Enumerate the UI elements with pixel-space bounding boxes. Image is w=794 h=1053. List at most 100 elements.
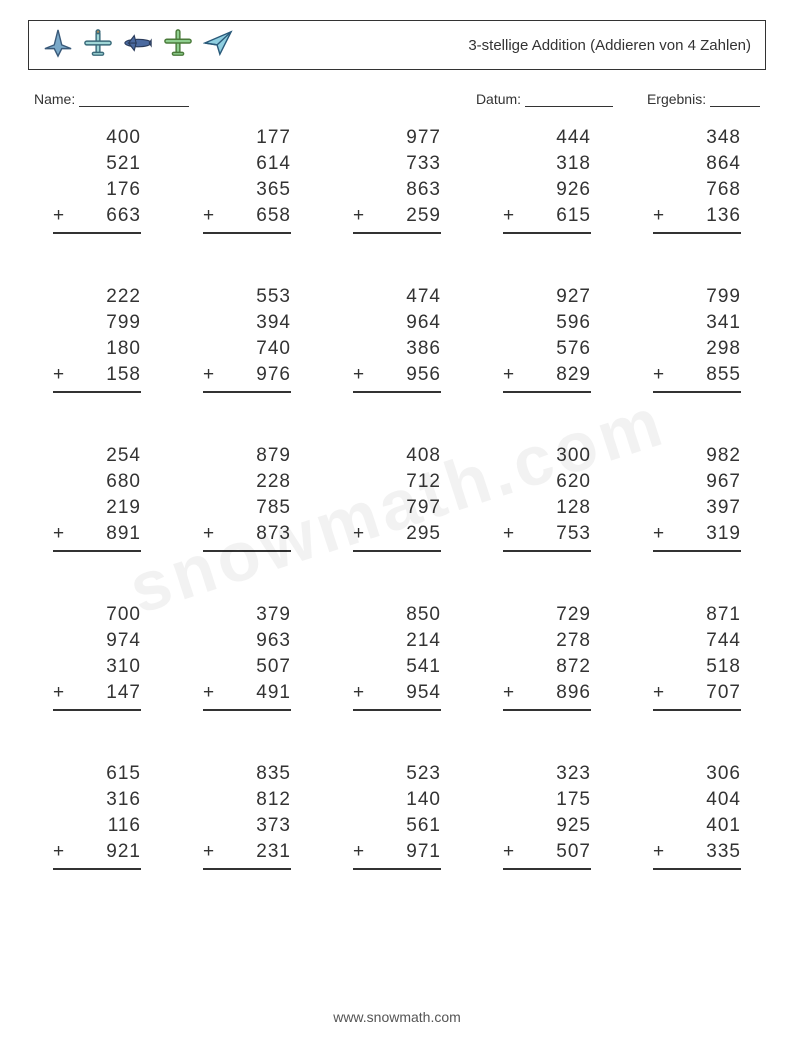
operator: + <box>503 839 515 865</box>
addend-last: +753 <box>503 521 591 552</box>
addend: 316 <box>53 787 141 813</box>
addition-problem: 729278872+896 <box>503 602 591 713</box>
addend: 386 <box>353 336 441 362</box>
addend: 835 <box>203 761 291 787</box>
operator: + <box>653 362 665 388</box>
addition-problem: 553394740+976 <box>203 284 291 395</box>
addend: 614 <box>203 151 291 177</box>
addend: 408 <box>353 443 441 469</box>
addend: 373 <box>203 813 291 839</box>
addend: 553 <box>203 284 291 310</box>
addend-last: +896 <box>503 680 591 711</box>
addend: 116 <box>53 813 141 839</box>
addend: 401 <box>653 813 741 839</box>
addend: 521 <box>53 151 141 177</box>
problem-grid: 400521176+663177614365+658977733863+2594… <box>52 125 742 872</box>
addend-last: +663 <box>53 203 141 234</box>
addend: 785 <box>203 495 291 521</box>
addend-last: +873 <box>203 521 291 552</box>
date-label: Datum: <box>476 90 613 107</box>
header-box: 3-stellige Addition (Addieren von 4 Zahl… <box>28 20 766 70</box>
addend-last: +295 <box>353 521 441 552</box>
addend-last: +971 <box>353 839 441 870</box>
addition-problem: 871744518+707 <box>653 602 741 713</box>
addend-last: +615 <box>503 203 591 234</box>
addition-problem: 523140561+971 <box>353 761 441 872</box>
addend: 799 <box>53 310 141 336</box>
addend: 228 <box>203 469 291 495</box>
addend: 871 <box>653 602 741 628</box>
addend-last: +491 <box>203 680 291 711</box>
addend-last: +855 <box>653 362 741 393</box>
addend: 744 <box>653 628 741 654</box>
addend-last: +231 <box>203 839 291 870</box>
star-plane-icon <box>43 28 73 63</box>
addend: 341 <box>653 310 741 336</box>
addend: 863 <box>353 177 441 203</box>
addend: 310 <box>53 654 141 680</box>
operator: + <box>353 521 365 547</box>
operator: + <box>203 362 215 388</box>
addition-problem: 982967397+319 <box>653 443 741 554</box>
addend: 298 <box>653 336 741 362</box>
addition-problem: 300620128+753 <box>503 443 591 554</box>
addend-last: +319 <box>653 521 741 552</box>
addend-last: +147 <box>53 680 141 711</box>
name-label: Name: <box>34 90 189 107</box>
addend: 812 <box>203 787 291 813</box>
addend: 561 <box>353 813 441 839</box>
operator: + <box>653 839 665 865</box>
addend: 278 <box>503 628 591 654</box>
operator: + <box>203 203 215 229</box>
addend: 596 <box>503 310 591 336</box>
addend: 306 <box>653 761 741 787</box>
addend: 963 <box>203 628 291 654</box>
addend: 967 <box>653 469 741 495</box>
addition-problem: 254680219+891 <box>53 443 141 554</box>
addend: 254 <box>53 443 141 469</box>
addend: 541 <box>353 654 441 680</box>
operator: + <box>53 680 65 706</box>
operator: + <box>53 203 65 229</box>
addition-problem: 177614365+658 <box>203 125 291 236</box>
addition-problem: 474964386+956 <box>353 284 441 395</box>
addend: 140 <box>353 787 441 813</box>
addend: 733 <box>353 151 441 177</box>
addend-last: +829 <box>503 362 591 393</box>
addend: 680 <box>53 469 141 495</box>
addend-last: +891 <box>53 521 141 552</box>
addend: 518 <box>653 654 741 680</box>
propeller-plane-icon <box>83 28 113 63</box>
addend: 982 <box>653 443 741 469</box>
operator: + <box>53 839 65 865</box>
name-blank[interactable] <box>79 90 189 107</box>
icon-row <box>43 28 233 63</box>
addend-last: +956 <box>353 362 441 393</box>
addition-problem: 879228785+873 <box>203 443 291 554</box>
operator: + <box>353 839 365 865</box>
addition-problem: 306404401+335 <box>653 761 741 872</box>
addend-last: +921 <box>53 839 141 870</box>
addend: 964 <box>353 310 441 336</box>
addition-problem: 799341298+855 <box>653 284 741 395</box>
addend: 700 <box>53 602 141 628</box>
green-plane-icon <box>163 28 193 63</box>
operator: + <box>203 521 215 547</box>
addend-last: +259 <box>353 203 441 234</box>
addend: 474 <box>353 284 441 310</box>
addend: 977 <box>353 125 441 151</box>
addend-last: +658 <box>203 203 291 234</box>
addend-last: +507 <box>503 839 591 870</box>
addend: 974 <box>53 628 141 654</box>
operator: + <box>503 362 515 388</box>
worksheet-title: 3-stellige Addition (Addieren von 4 Zahl… <box>468 37 751 54</box>
addend: 797 <box>353 495 441 521</box>
date-blank[interactable] <box>525 90 613 107</box>
addend: 507 <box>203 654 291 680</box>
addition-problem: 927596576+829 <box>503 284 591 395</box>
addend: 927 <box>503 284 591 310</box>
result-blank[interactable] <box>710 90 760 107</box>
operator: + <box>53 362 65 388</box>
operator: + <box>503 521 515 547</box>
addend-last: +707 <box>653 680 741 711</box>
